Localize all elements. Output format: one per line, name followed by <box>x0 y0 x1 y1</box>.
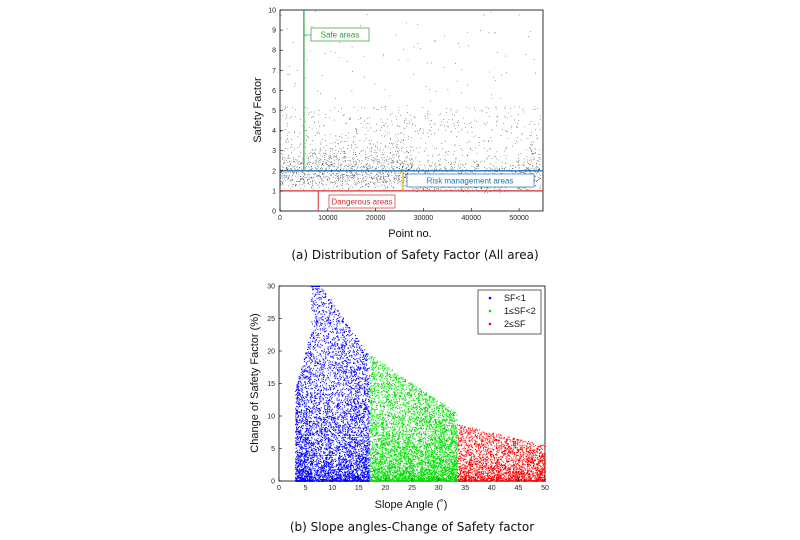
chart-b-xtick-label: 45 <box>515 485 523 492</box>
legend-label-sf-ge-2: 2≤SF <box>504 319 526 329</box>
risk-areas-label: Risk management areas <box>427 177 514 186</box>
chart-b-points <box>295 286 546 482</box>
chart-b-ytick-label: 15 <box>267 381 275 388</box>
chart-a-ytick-label: 7 <box>272 68 276 75</box>
chart-b-ytick-label: 25 <box>267 316 275 323</box>
chart-b-xtick-label: 50 <box>541 485 549 492</box>
chart-a-ytick-label: 10 <box>268 8 276 15</box>
chart-b-ytick-label: 20 <box>267 349 275 356</box>
series-sf-1-2-points <box>369 355 459 482</box>
chart-a-xtick-label: 40000 <box>462 215 482 222</box>
chart-a-ytick-label: 9 <box>272 28 276 35</box>
safe-areas-box <box>310 27 370 42</box>
chart-a-xtick-label: 30000 <box>414 215 434 222</box>
legend-marker-sf-lt-1 <box>488 296 492 300</box>
chart-b-xtick-label: 5 <box>304 485 308 492</box>
chart-a-ytick-label: 2 <box>272 168 276 175</box>
series-sf-ge-2-points <box>457 424 546 482</box>
chart-a-reference-lines <box>280 10 543 211</box>
chart-a-ytick-label: 5 <box>272 108 276 115</box>
chart-b-ytick-label: 5 <box>271 446 275 453</box>
chart-b-xtick-label: 40 <box>488 485 496 492</box>
chart-b-ytick-label: 30 <box>267 284 275 291</box>
dangerous-areas-box <box>328 194 396 209</box>
chart-b-xtick-label: 0 <box>277 485 281 492</box>
series-sf-lt-1-points <box>295 286 371 482</box>
legend-label-sf-lt-1: SF<1 <box>504 293 526 303</box>
chart-a-ticks: 0 10000 20000 30000 40000 50000 0 1 2 3 4 5 6 7 8 9 10 <box>268 8 529 223</box>
chart-b-xtick-label: 30 <box>435 485 443 492</box>
legend-marker-sf-ge-2 <box>488 322 492 326</box>
chart-a-caption: (a) Distribution of Safety Factor (All a… <box>291 248 538 262</box>
dangerous-areas-label: Dangerous areas <box>331 198 392 207</box>
chart-a-xtick-label: 50000 <box>509 215 529 222</box>
chart-b-xtick-label: 20 <box>382 485 390 492</box>
chart-b-xtick-label: 35 <box>461 485 469 492</box>
chart-a-xtick-label: 10000 <box>318 215 338 222</box>
chart-a-point-cloud <box>280 11 542 194</box>
risk-areas-box <box>406 173 535 188</box>
chart-a-points <box>280 11 542 194</box>
chart-b-xtick-label: 25 <box>408 485 416 492</box>
legend-label-sf-1-2: 1≤SF<2 <box>504 306 536 316</box>
chart-b-xtick-label: 15 <box>355 485 363 492</box>
chart-a-xtick-label: 20000 <box>366 215 386 222</box>
chart-a-xlabel: Point no. <box>388 228 431 240</box>
chart-b-legend: SF<1 1≤SF<2 2≤SF <box>477 289 542 335</box>
chart-a-ytick-label: 4 <box>272 128 276 135</box>
chart-b-ticks: 0 5 10 15 20 25 30 35 40 45 50 0 5 10 15 20 25 30 <box>267 284 549 493</box>
chart-a-ytick-label: 1 <box>272 188 276 195</box>
chart-b-caption: (b) Slope angles-Change of Safety factor <box>290 520 534 534</box>
chart-b-ylabel: Change of Safety Factor (%) <box>249 313 261 452</box>
chart-a-ytick-label: 3 <box>272 148 276 155</box>
legend-marker-sf-1-2 <box>488 309 492 313</box>
chart-a-ytick-label: 0 <box>272 209 276 216</box>
chart-b: 0 5 10 15 20 25 30 35 40 45 50 0 5 10 15 20 25 30 SF<1 1≤… <box>249 284 549 535</box>
chart-a-ytick-label: 8 <box>272 48 276 55</box>
chart-b-xlabel: Slope Angle (˚) <box>375 499 448 511</box>
chart-b-ytick-label: 10 <box>267 414 275 421</box>
chart-a: 0 10000 20000 30000 40000 50000 0 1 2 3 4 5 6 7 8 9 10 S… <box>252 8 544 262</box>
chart-a-ylabel: Safety Factor <box>252 77 264 143</box>
chart-a-ytick-label: 6 <box>272 88 276 95</box>
safe-areas-label: Safe areas <box>321 31 360 40</box>
chart-a-xtick-label: 0 <box>278 215 282 222</box>
chart-b-xtick-label: 10 <box>328 485 336 492</box>
chart-b-ytick-label: 0 <box>271 479 275 486</box>
